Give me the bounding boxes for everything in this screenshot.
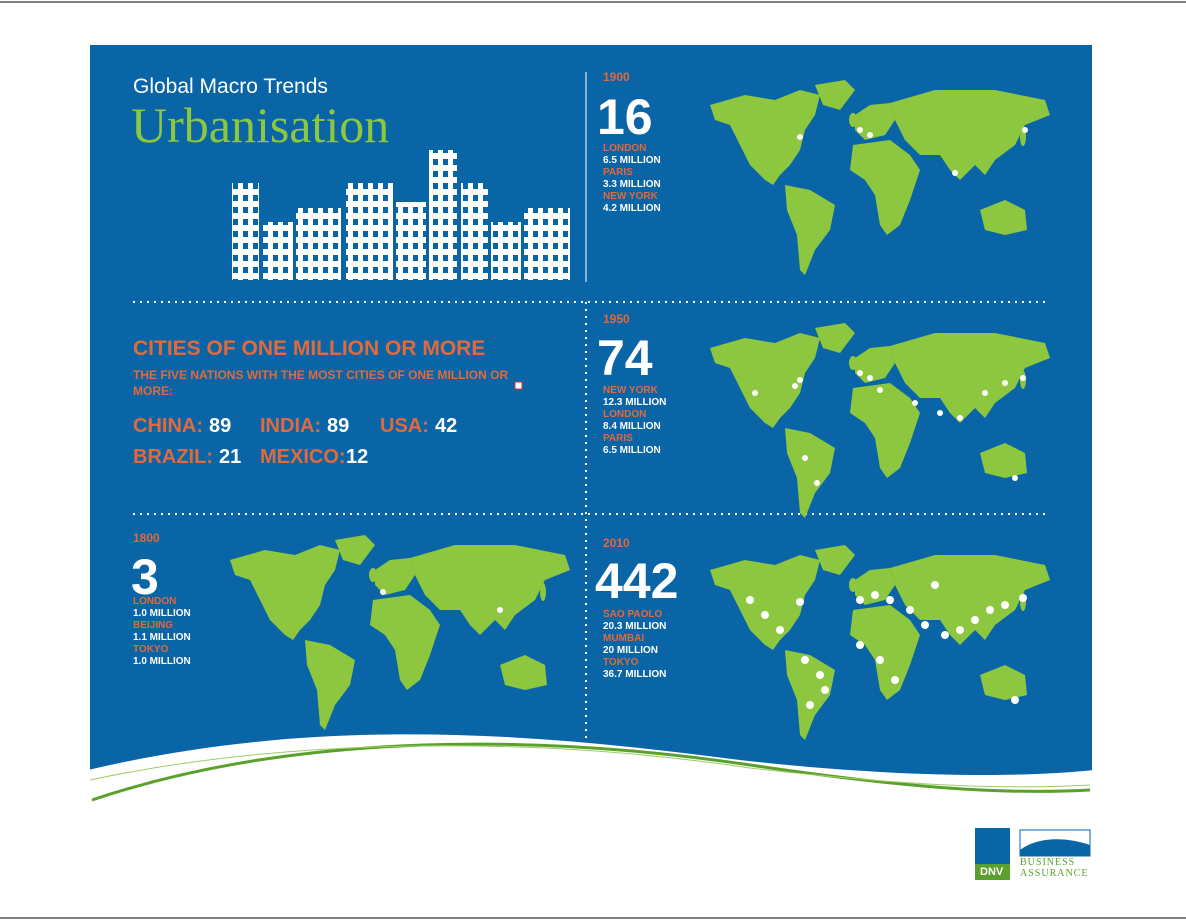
wave-line <box>89 745 1091 788</box>
world-map-1900 <box>710 80 1050 275</box>
city-population: 6.5 MILLION <box>603 445 661 456</box>
buildings <box>232 150 570 280</box>
city-name: LONDON <box>603 143 647 154</box>
city-population: 20.3 MILLION <box>603 621 667 632</box>
city-population: 1.0 MILLION <box>133 608 191 619</box>
city-name: PARIS <box>603 433 633 444</box>
nation-count: 42 <box>435 415 458 437</box>
world-map-1950 <box>710 323 1050 518</box>
nation-name: BRAZIL: <box>133 446 213 468</box>
city-population: 36.7 MILLION <box>603 669 667 680</box>
nation-count: 12 <box>346 446 369 468</box>
nation-count: 89 <box>209 415 232 437</box>
logo: DNV <box>980 866 1004 878</box>
brand-box <box>1019 829 1091 857</box>
city-name: SAO PAOLO <box>603 609 663 620</box>
city-population: 8.4 MILLION <box>603 421 661 432</box>
panel <box>90 45 1092 805</box>
city-population: 12.3 MILLION <box>603 397 667 408</box>
subtitle: Global Macro Trends <box>133 75 328 98</box>
year: 1950 <box>603 312 630 326</box>
nation-count: 21 <box>219 446 242 468</box>
city-population: 1.1 MILLION <box>133 632 191 643</box>
city-name: LONDON <box>133 596 177 607</box>
year: 1900 <box>603 70 630 84</box>
title: Urbanisation <box>131 97 390 153</box>
marker <box>514 381 523 390</box>
year: 1800 <box>133 531 160 545</box>
city-population: 6.5 MILLION <box>603 155 661 166</box>
city-count: 3 <box>131 549 159 605</box>
section-title: CITIES OF ONE MILLION OR MORE <box>133 337 486 360</box>
year: 2010 <box>603 536 630 550</box>
logo-band <box>975 864 1010 880</box>
section-subtitle: THE FIVE NATIONS WITH THE MOST CITIES OF… <box>133 368 509 398</box>
city-name: NEW YORK <box>603 191 658 202</box>
nation-count: 89 <box>327 415 350 437</box>
nation-name: INDIA: <box>260 415 322 437</box>
wave-line <box>91 742 1091 802</box>
city-name: NEW YORK <box>603 385 658 396</box>
world-map-1800 <box>230 535 570 730</box>
brand-line: BUSINESS <box>1020 857 1076 868</box>
city-population: 3.3 MILLION <box>603 179 661 190</box>
city-population: 20 MILLION <box>603 645 659 656</box>
wave <box>88 734 1094 810</box>
city-name: LONDON <box>603 409 647 420</box>
city-count: 16 <box>597 89 653 145</box>
brand-wave <box>1020 839 1090 856</box>
city-name: BEIJING <box>133 620 174 631</box>
city-name: MUMBAI <box>603 633 645 644</box>
city-population: 1.0 MILLION <box>133 656 191 667</box>
city-count: 442 <box>595 553 679 609</box>
city-population: 4.2 MILLION <box>603 203 661 214</box>
city-count: 74 <box>597 330 653 386</box>
city-name: TOKYO <box>603 657 639 668</box>
world-map-2010 <box>710 545 1050 740</box>
city-name: PARIS <box>603 167 633 178</box>
brand-line: ASSURANCE <box>1020 868 1089 879</box>
nation-name: MEXICO: <box>260 446 346 468</box>
nation-name: CHINA: <box>133 415 203 437</box>
nation-name: USA: <box>380 415 429 437</box>
city-name: TOKYO <box>133 644 169 655</box>
